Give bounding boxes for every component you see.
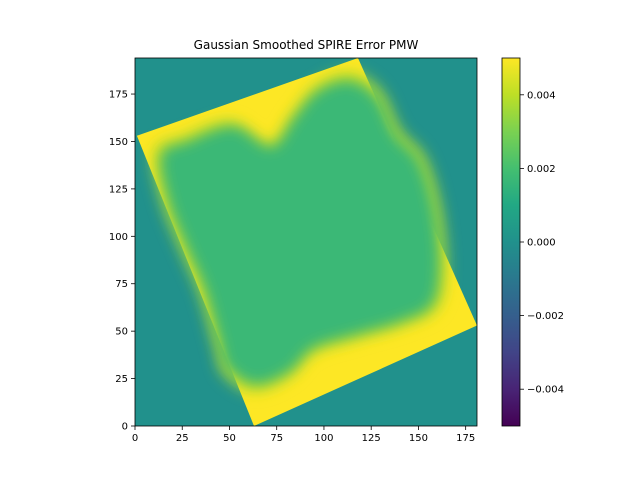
plot-frame [134, 57, 478, 427]
x-tick-label: 175 [456, 433, 475, 444]
x-tick-label: 50 [223, 433, 236, 444]
chart-title: Gaussian Smoothed SPIRE Error PMW [194, 38, 419, 52]
colorbar-axis: −0.004 −0.002 0.000 0.002 0.004 [520, 90, 564, 396]
x-tick-label: 125 [362, 433, 381, 444]
colorbar-tick-label: −0.002 [527, 311, 564, 322]
x-tick-label: 25 [176, 433, 189, 444]
y-tick-label: 50 [115, 327, 128, 338]
colorbar-tick-label: 0.004 [527, 90, 556, 101]
y-tick-label: 125 [109, 184, 128, 195]
y-tick-label: 150 [109, 137, 128, 148]
y-tick-label: 25 [115, 374, 128, 385]
y-axis: 0 25 50 75 100 125 150 175 [109, 90, 135, 433]
x-axis: 0 25 50 75 100 125 150 175 [132, 426, 475, 444]
colorbar-tick-label: 0.000 [527, 238, 556, 249]
y-tick-label: 0 [122, 422, 128, 433]
y-tick-label: 75 [115, 279, 128, 290]
x-tick-label: 75 [270, 433, 283, 444]
y-tick-label: 175 [109, 90, 128, 101]
heatmap-interior [160, 80, 440, 385]
colorbar [501, 57, 521, 427]
x-tick-label: 150 [409, 433, 428, 444]
y-tick-label: 100 [109, 232, 128, 243]
x-tick-label: 100 [314, 433, 333, 444]
x-tick-label: 0 [132, 433, 138, 444]
colorbar-tick-label: −0.004 [527, 385, 564, 396]
colorbar-tick-label: 0.002 [527, 164, 556, 175]
plot-area [135, 58, 477, 426]
